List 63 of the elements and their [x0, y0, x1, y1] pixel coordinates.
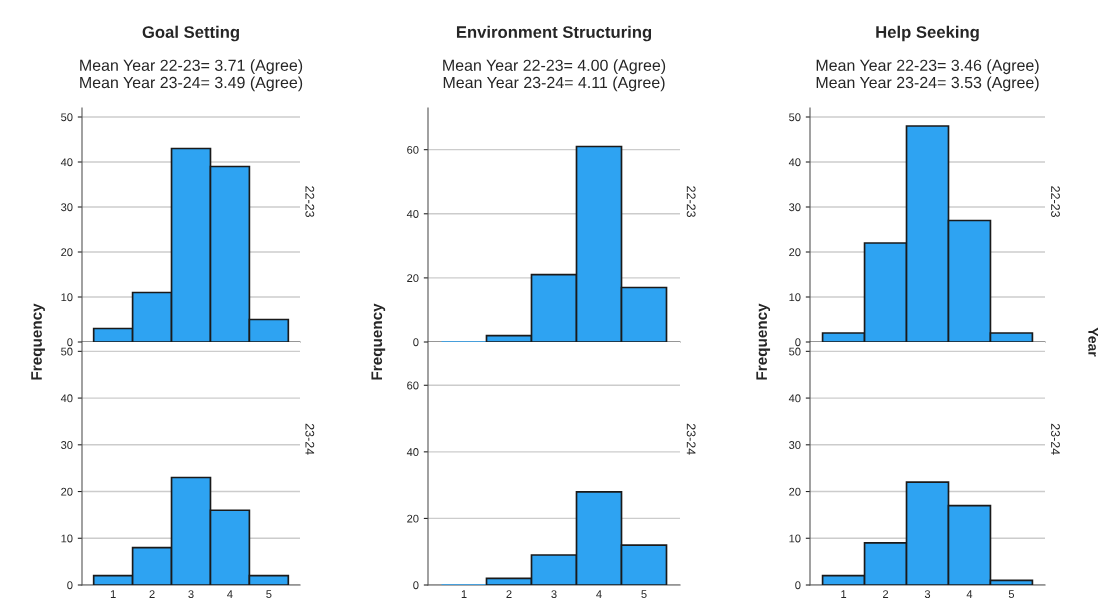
y-axis-title: Frequency — [31, 303, 45, 380]
y-tick-label: 10 — [61, 293, 73, 302]
chart-subtitle: Mean Year 22-23= 4.00 (Agree) Mean Year 23-24= 4.11 (Agree) — [443, 59, 666, 92]
y-tick-label: 20 — [789, 487, 801, 496]
x-tick-label: 4 — [966, 590, 973, 598]
x-tick-label: 2 — [506, 590, 512, 598]
y-tick-label: 40 — [406, 448, 419, 456]
y-tick-label: 10 — [61, 534, 73, 543]
x-tick-label: 5 — [266, 590, 272, 599]
chart-title: Environment Structuring — [456, 25, 652, 42]
y-tick-label: 30 — [789, 441, 801, 449]
x-tick-label: 3 — [924, 590, 931, 599]
y-tick-label: 60 — [407, 145, 419, 154]
x-tick-label: 2 — [883, 590, 889, 598]
y-tick-label: 0 — [795, 338, 801, 347]
chart-title: Goal Setting — [142, 25, 239, 42]
y-tick-label: 50 — [61, 113, 73, 122]
text: 22-23 — [1051, 186, 1060, 218]
x-tick-label: 5 — [1008, 590, 1015, 599]
text: 23-24 — [1051, 423, 1060, 455]
y-tick-label: 40 — [788, 158, 801, 167]
x-tick-label: 3 — [188, 590, 194, 599]
x-tick-label: 1 — [110, 590, 116, 598]
text: 22-23 — [686, 186, 696, 218]
y-tick-label: 50 — [789, 113, 801, 122]
chart-subtitle: Mean Year 22-23= 3.46 (Agree) Mean Year 23-24= 3.53 (Agree) — [816, 59, 1039, 92]
y-tick-label: 50 — [61, 347, 73, 356]
x-tick-label: 1 — [841, 590, 847, 598]
chart-subtitle: Mean Year 22-23= 3.71 (Agree) Mean Year 23-24= 3.49 (Agree) — [80, 59, 303, 92]
y-tick-label: 30 — [61, 203, 73, 212]
y-tick-label: 0 — [413, 581, 419, 590]
y-axis-title: Frequency — [371, 303, 386, 380]
x-tick-label: 5 — [641, 590, 647, 599]
x-tick-label: 1 — [461, 590, 467, 598]
y-tick-label: 40 — [60, 394, 73, 403]
y-axis-title: Frequency — [756, 303, 771, 380]
text: Year — [1088, 327, 1098, 357]
y-tick-label: 60 — [407, 381, 419, 390]
y-tick-label: 20 — [789, 248, 801, 257]
y-tick-label: 40 — [60, 158, 73, 167]
y-tick-label: 0 — [795, 581, 801, 590]
x-tick-label: 4 — [596, 590, 602, 598]
y-tick-label: 10 — [789, 534, 801, 543]
x-tick-label: 3 — [551, 590, 557, 599]
y-tick-label: 20 — [407, 274, 419, 283]
text: 22-23 — [305, 186, 315, 218]
y-tick-label: 50 — [789, 347, 801, 356]
x-tick-label: 2 — [149, 590, 155, 598]
y-tick-label: 10 — [789, 293, 801, 302]
y-tick-label: 20 — [61, 248, 73, 257]
chart-title: Help Seeking — [876, 25, 979, 42]
x-tick-label: 4 — [227, 590, 233, 598]
y-tick-label: 20 — [407, 514, 419, 523]
y-tick-label: 30 — [61, 441, 73, 449]
y-tick-label: 0 — [67, 338, 73, 347]
y-tick-label: 40 — [788, 394, 801, 403]
text: 23-24 — [305, 423, 315, 455]
y-tick-label: 30 — [789, 203, 801, 212]
y-tick-label: 20 — [61, 487, 73, 496]
y-tick-label: 0 — [413, 338, 419, 347]
y-tick-label: 40 — [406, 210, 419, 218]
text: 23-24 — [686, 423, 696, 455]
y-tick-label: 0 — [67, 581, 73, 590]
